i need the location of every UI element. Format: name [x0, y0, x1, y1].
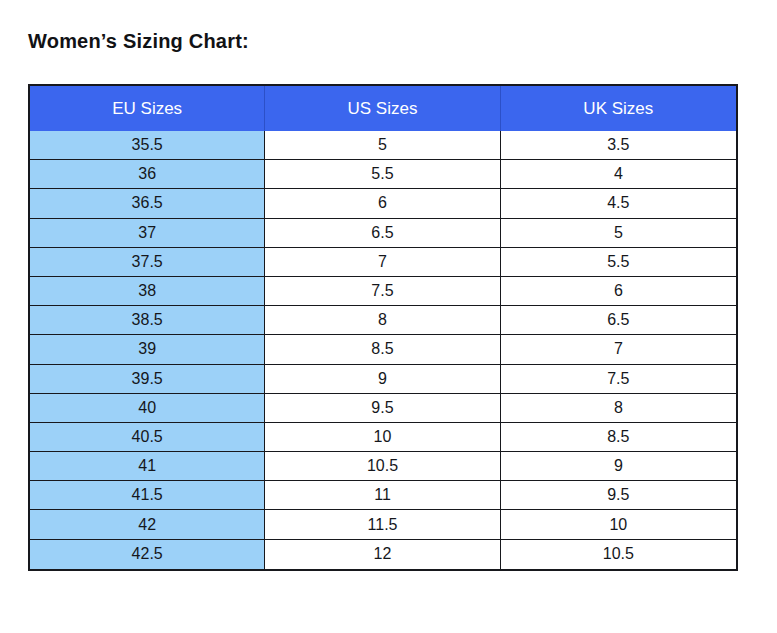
uk-cell: 7.5 [501, 365, 736, 394]
sizing-chart-table: EU Sizes US Sizes UK Sizes 35.553.5365.5… [28, 84, 738, 571]
table-row: 376.55 [30, 219, 736, 248]
eu-cell: 41 [30, 452, 265, 481]
uk-cell: 6 [501, 277, 736, 306]
table-row: 38.586.5 [30, 306, 736, 335]
uk-cell: 9 [501, 452, 736, 481]
table-row: 365.54 [30, 160, 736, 189]
us-cell: 7.5 [265, 277, 500, 306]
table-row: 39.597.5 [30, 365, 736, 394]
us-cell: 5 [265, 131, 500, 160]
table-row: 387.56 [30, 277, 736, 306]
eu-cell: 38 [30, 277, 265, 306]
uk-cell: 9.5 [501, 481, 736, 510]
us-cell: 8.5 [265, 335, 500, 364]
table-row: 40.5108.5 [30, 423, 736, 452]
uk-cell: 3.5 [501, 131, 736, 160]
us-cell: 10.5 [265, 452, 500, 481]
header-eu-sizes: EU Sizes [30, 86, 265, 131]
table-row: 42.51210.5 [30, 540, 736, 569]
us-cell: 12 [265, 540, 500, 569]
table-row: 37.575.5 [30, 248, 736, 277]
eu-cell: 39.5 [30, 365, 265, 394]
eu-cell: 40.5 [30, 423, 265, 452]
eu-cell: 42.5 [30, 540, 265, 569]
table-row: 35.553.5 [30, 131, 736, 160]
table-row: 36.564.5 [30, 189, 736, 218]
table-row: 409.58 [30, 394, 736, 423]
uk-cell: 4 [501, 160, 736, 189]
uk-cell: 8 [501, 394, 736, 423]
uk-cell: 8.5 [501, 423, 736, 452]
us-cell: 11.5 [265, 510, 500, 539]
eu-cell: 40 [30, 394, 265, 423]
us-cell: 6.5 [265, 219, 500, 248]
eu-cell: 42 [30, 510, 265, 539]
eu-cell: 35.5 [30, 131, 265, 160]
eu-cell: 41.5 [30, 481, 265, 510]
uk-cell: 10 [501, 510, 736, 539]
us-cell: 7 [265, 248, 500, 277]
table-body: 35.553.5365.5436.564.5376.5537.575.5387.… [30, 131, 736, 569]
table-row: 4211.510 [30, 510, 736, 539]
us-cell: 5.5 [265, 160, 500, 189]
table-row: 41.5119.5 [30, 481, 736, 510]
us-cell: 11 [265, 481, 500, 510]
page-title: Women’s Sizing Chart: [28, 30, 777, 53]
us-cell: 9.5 [265, 394, 500, 423]
uk-cell: 5.5 [501, 248, 736, 277]
uk-cell: 5 [501, 219, 736, 248]
us-cell: 8 [265, 306, 500, 335]
eu-cell: 36.5 [30, 189, 265, 218]
eu-cell: 36 [30, 160, 265, 189]
eu-cell: 37 [30, 219, 265, 248]
table-row: 4110.59 [30, 452, 736, 481]
table-row: 398.57 [30, 335, 736, 364]
header-us-sizes: US Sizes [265, 86, 500, 131]
us-cell: 10 [265, 423, 500, 452]
uk-cell: 7 [501, 335, 736, 364]
eu-cell: 37.5 [30, 248, 265, 277]
header-uk-sizes: UK Sizes [501, 86, 736, 131]
eu-cell: 38.5 [30, 306, 265, 335]
uk-cell: 4.5 [501, 189, 736, 218]
us-cell: 9 [265, 365, 500, 394]
uk-cell: 6.5 [501, 306, 736, 335]
uk-cell: 10.5 [501, 540, 736, 569]
header-row: EU Sizes US Sizes UK Sizes [30, 86, 736, 131]
table-header: EU Sizes US Sizes UK Sizes [30, 86, 736, 131]
us-cell: 6 [265, 189, 500, 218]
eu-cell: 39 [30, 335, 265, 364]
